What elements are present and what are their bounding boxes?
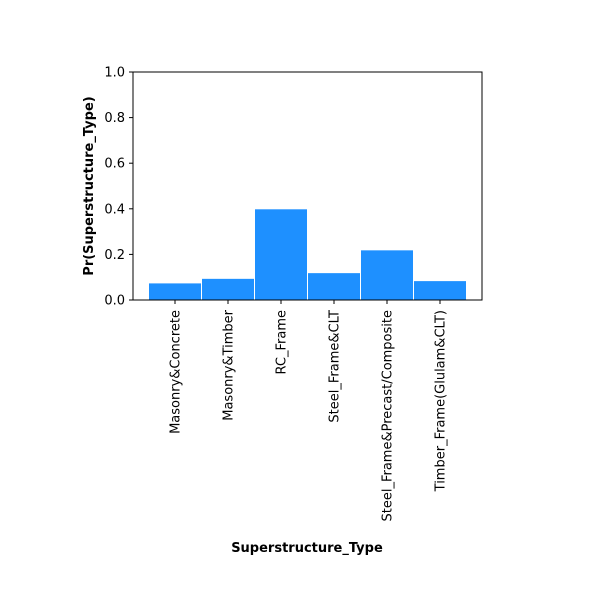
y-tick-label: 0.4 (104, 202, 125, 217)
x-axis: Masonry&Concrete Masonry&Timber RC_Frame St… (169, 300, 449, 522)
x-tick-label: Steel_Frame&Precast/Composite (381, 310, 396, 522)
plot-frame (132, 71, 483, 301)
y-tick-label: 0.8 (104, 111, 125, 126)
x-tick-label: Masonry&Concrete (169, 310, 184, 434)
y-tick-label: 0.6 (104, 157, 125, 172)
x-tick-label: RC_Frame (275, 310, 290, 374)
x-tick-label: Timber_Frame(Glulam&CLT) (434, 310, 449, 492)
bar-2 (201, 277, 255, 301)
x-tick-label: Masonry&Timber (222, 309, 237, 420)
x-tick-label: Steel_Frame&CLT (328, 310, 343, 423)
bar-6 (413, 280, 467, 301)
bar-5 (360, 249, 414, 301)
y-axis-title: Pr(Superstructure_Type) (82, 96, 97, 275)
y-tick-label: 1.0 (104, 66, 125, 81)
y-tick-label: 0.0 (104, 294, 125, 309)
y-axis: 0.0 0.2 0.4 0.6 0.8 1.0 (104, 66, 133, 309)
bar-4 (307, 272, 361, 301)
x-axis-title: Superstructure_Type (231, 541, 383, 556)
bar-3 (254, 208, 308, 301)
bars-group (148, 208, 467, 301)
y-tick-label: 0.2 (104, 248, 125, 263)
bar-1 (148, 282, 202, 301)
